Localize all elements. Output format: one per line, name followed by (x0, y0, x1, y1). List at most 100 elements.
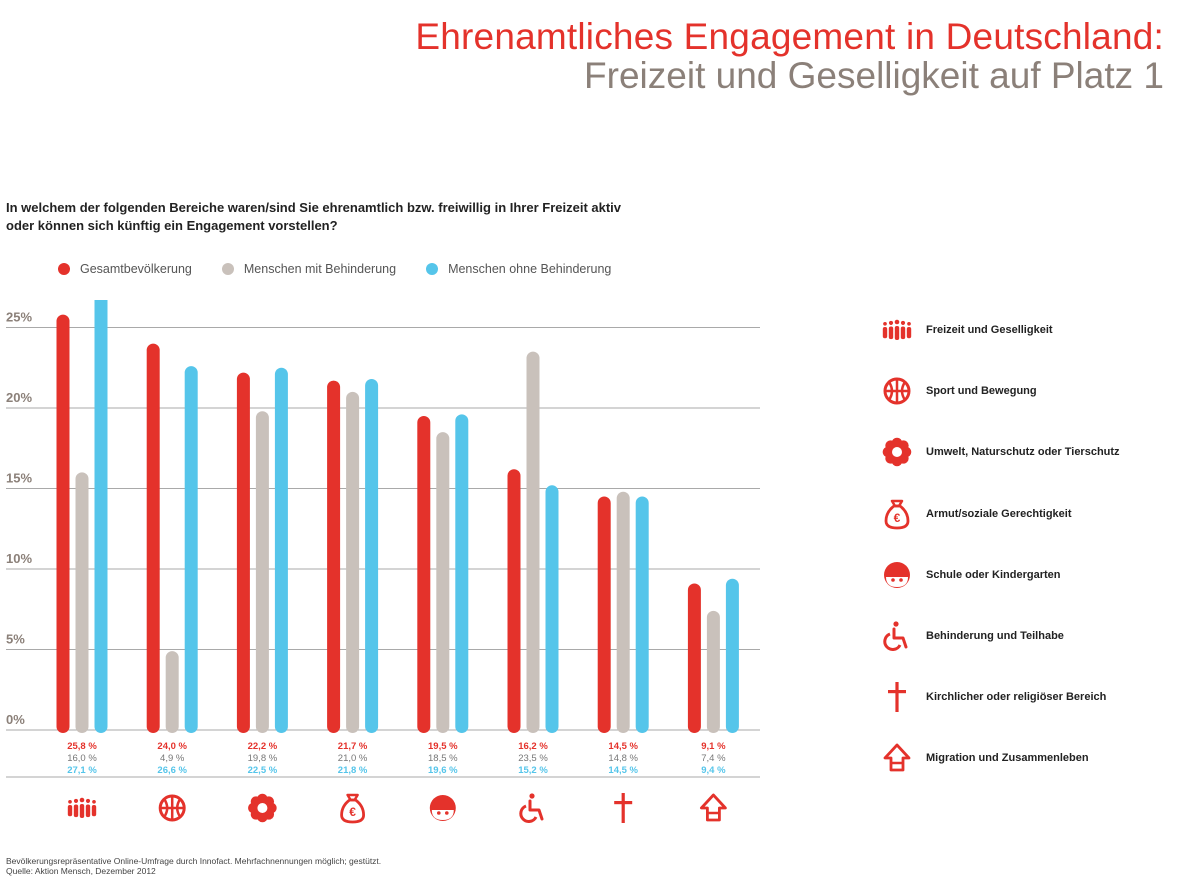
data-label: 19,5 % (428, 741, 458, 752)
data-label: 22,5 % (248, 765, 278, 776)
bar (56, 314, 70, 733)
category-label: Umwelt, Naturschutz oder Tierschutz (926, 446, 1120, 459)
category-label: Sport und Bewegung (926, 385, 1037, 398)
data-label: 22,2 % (248, 741, 278, 752)
data-label: 25,8 % (67, 741, 97, 752)
bar (165, 651, 179, 733)
question-line-1: In welchem der folgenden Bereiche waren/… (6, 200, 622, 215)
bar (706, 610, 720, 733)
bar (146, 343, 160, 733)
house-icon (700, 793, 727, 822)
legend-item-ohne-behinderung: Menschen ohne Behinderung (426, 262, 611, 276)
legend-dot-red (58, 263, 70, 275)
legend-label: Gesamtbevölkerung (80, 262, 192, 276)
child-face-icon (429, 795, 456, 821)
bar (255, 411, 269, 733)
cross-icon (880, 682, 914, 713)
bar (597, 496, 611, 733)
bar (184, 366, 198, 733)
bar (725, 578, 739, 733)
legend-item-mit-behinderung: Menschen mit Behinderung (221, 262, 397, 276)
data-label: 16,2 % (518, 741, 548, 752)
people-icon (880, 315, 914, 345)
bar (236, 372, 250, 733)
category-item: Freizeit und Geselligkeit (880, 312, 1200, 348)
footer-source: Quelle: Aktion Mensch, Dezember 2012 (6, 866, 156, 876)
svg-text:€: € (894, 511, 901, 525)
legend-dot-gray (221, 263, 234, 275)
category-label: Migration und Zusammenleben (926, 752, 1089, 765)
data-label: 4,9 % (160, 753, 185, 764)
category-item: Kirchlicher oder religiöser Bereich (880, 679, 1200, 715)
data-label: 24,0 % (157, 741, 187, 752)
data-label: 21,0 % (338, 753, 368, 764)
data-label: 27,1 % (67, 765, 97, 776)
legend-label: Menschen ohne Behinderung (448, 262, 612, 276)
data-label: 7,4 % (701, 753, 726, 764)
category-label: Armut/soziale Gerechtigkeit (926, 507, 1072, 520)
data-label: 14,8 % (608, 753, 638, 764)
data-label: 26,6 % (157, 765, 187, 776)
legend-label: Menschen mit Behinderung (243, 262, 397, 276)
footer: Bevölkerungsrepräsentative Online-Umfrag… (6, 856, 381, 876)
category-item: Sport und Bewegung (880, 373, 1200, 409)
data-label: 19,6 % (428, 765, 458, 776)
survey-question: In welchem der folgenden Bereiche waren/… (6, 199, 621, 235)
question-line-2: oder können sich künftig ein Engagement … (6, 218, 338, 233)
data-label: 19,8 % (248, 753, 278, 764)
chart-subtitle: Freizeit und Geselligkeit auf Platz 1 (584, 55, 1164, 96)
data-label: 23,5 % (518, 753, 548, 764)
category-label: Kirchlicher oder religiöser Bereich (926, 691, 1107, 704)
category-item: Umwelt, Naturschutz oder Tierschutz (880, 434, 1200, 470)
bar (455, 414, 469, 733)
child-face-icon (880, 560, 914, 590)
data-label: 14,5 % (608, 765, 638, 776)
ball-icon (880, 376, 914, 406)
ball-icon (158, 794, 186, 822)
y-tick-label: 5% (6, 632, 25, 647)
wheelchair-icon (519, 793, 544, 823)
flower-icon (880, 437, 914, 467)
data-label: 14,5 % (608, 741, 638, 752)
y-tick-label: 10% (6, 551, 32, 566)
money-bag-icon: € (340, 793, 366, 824)
bar (687, 583, 701, 733)
cross-icon (614, 793, 633, 823)
wheelchair-icon (880, 621, 914, 651)
bar (616, 491, 630, 733)
category-item: Migration und Zusammenleben (880, 740, 1200, 776)
bar (346, 391, 360, 733)
category-item: € Armut/soziale Gerechtigkeit (880, 496, 1200, 532)
category-item: Behinderung und Teilhabe (880, 618, 1200, 654)
legend-item-gesamt: Gesamtbevölkerung (58, 262, 192, 276)
data-label: 9,4 % (701, 765, 726, 776)
legend-dot-blue (426, 263, 439, 275)
y-tick-label: 20% (6, 390, 32, 405)
data-label: 9,1 % (701, 741, 726, 752)
svg-text:€: € (349, 805, 356, 819)
flower-icon (248, 793, 277, 823)
house-icon (880, 743, 914, 773)
bar (526, 351, 540, 733)
data-label: 16,0 % (67, 753, 97, 764)
data-label: 21,7 % (338, 741, 368, 752)
data-label: 21,8 % (338, 765, 368, 776)
chart-title: Ehrenamtliches Engagement in Deutschland… (415, 16, 1164, 57)
bar (436, 432, 450, 733)
bar (635, 496, 649, 733)
money-bag-icon: € (880, 499, 914, 529)
bar (75, 472, 89, 733)
bar (545, 485, 559, 733)
bar-chart: 0% 5% 10% 15% 20% 25% 25,8 %16,0 %27,1 % 24,0 %… (6, 300, 760, 824)
bar (327, 380, 341, 733)
y-tick-label: 15% (6, 471, 32, 486)
people-icon (67, 797, 97, 818)
bar (417, 416, 431, 733)
chart-title-block: Ehrenamtliches Engagement in Deutschland… (415, 18, 1164, 94)
y-tick-label: 0% (6, 712, 25, 727)
category-item: Schule oder Kindergarten (880, 557, 1200, 593)
data-label: 15,2 % (518, 765, 548, 776)
footer-note: Bevölkerungsrepräsentative Online-Umfrag… (6, 856, 382, 866)
y-tick-label: 25% (6, 310, 32, 325)
bar (274, 367, 288, 733)
